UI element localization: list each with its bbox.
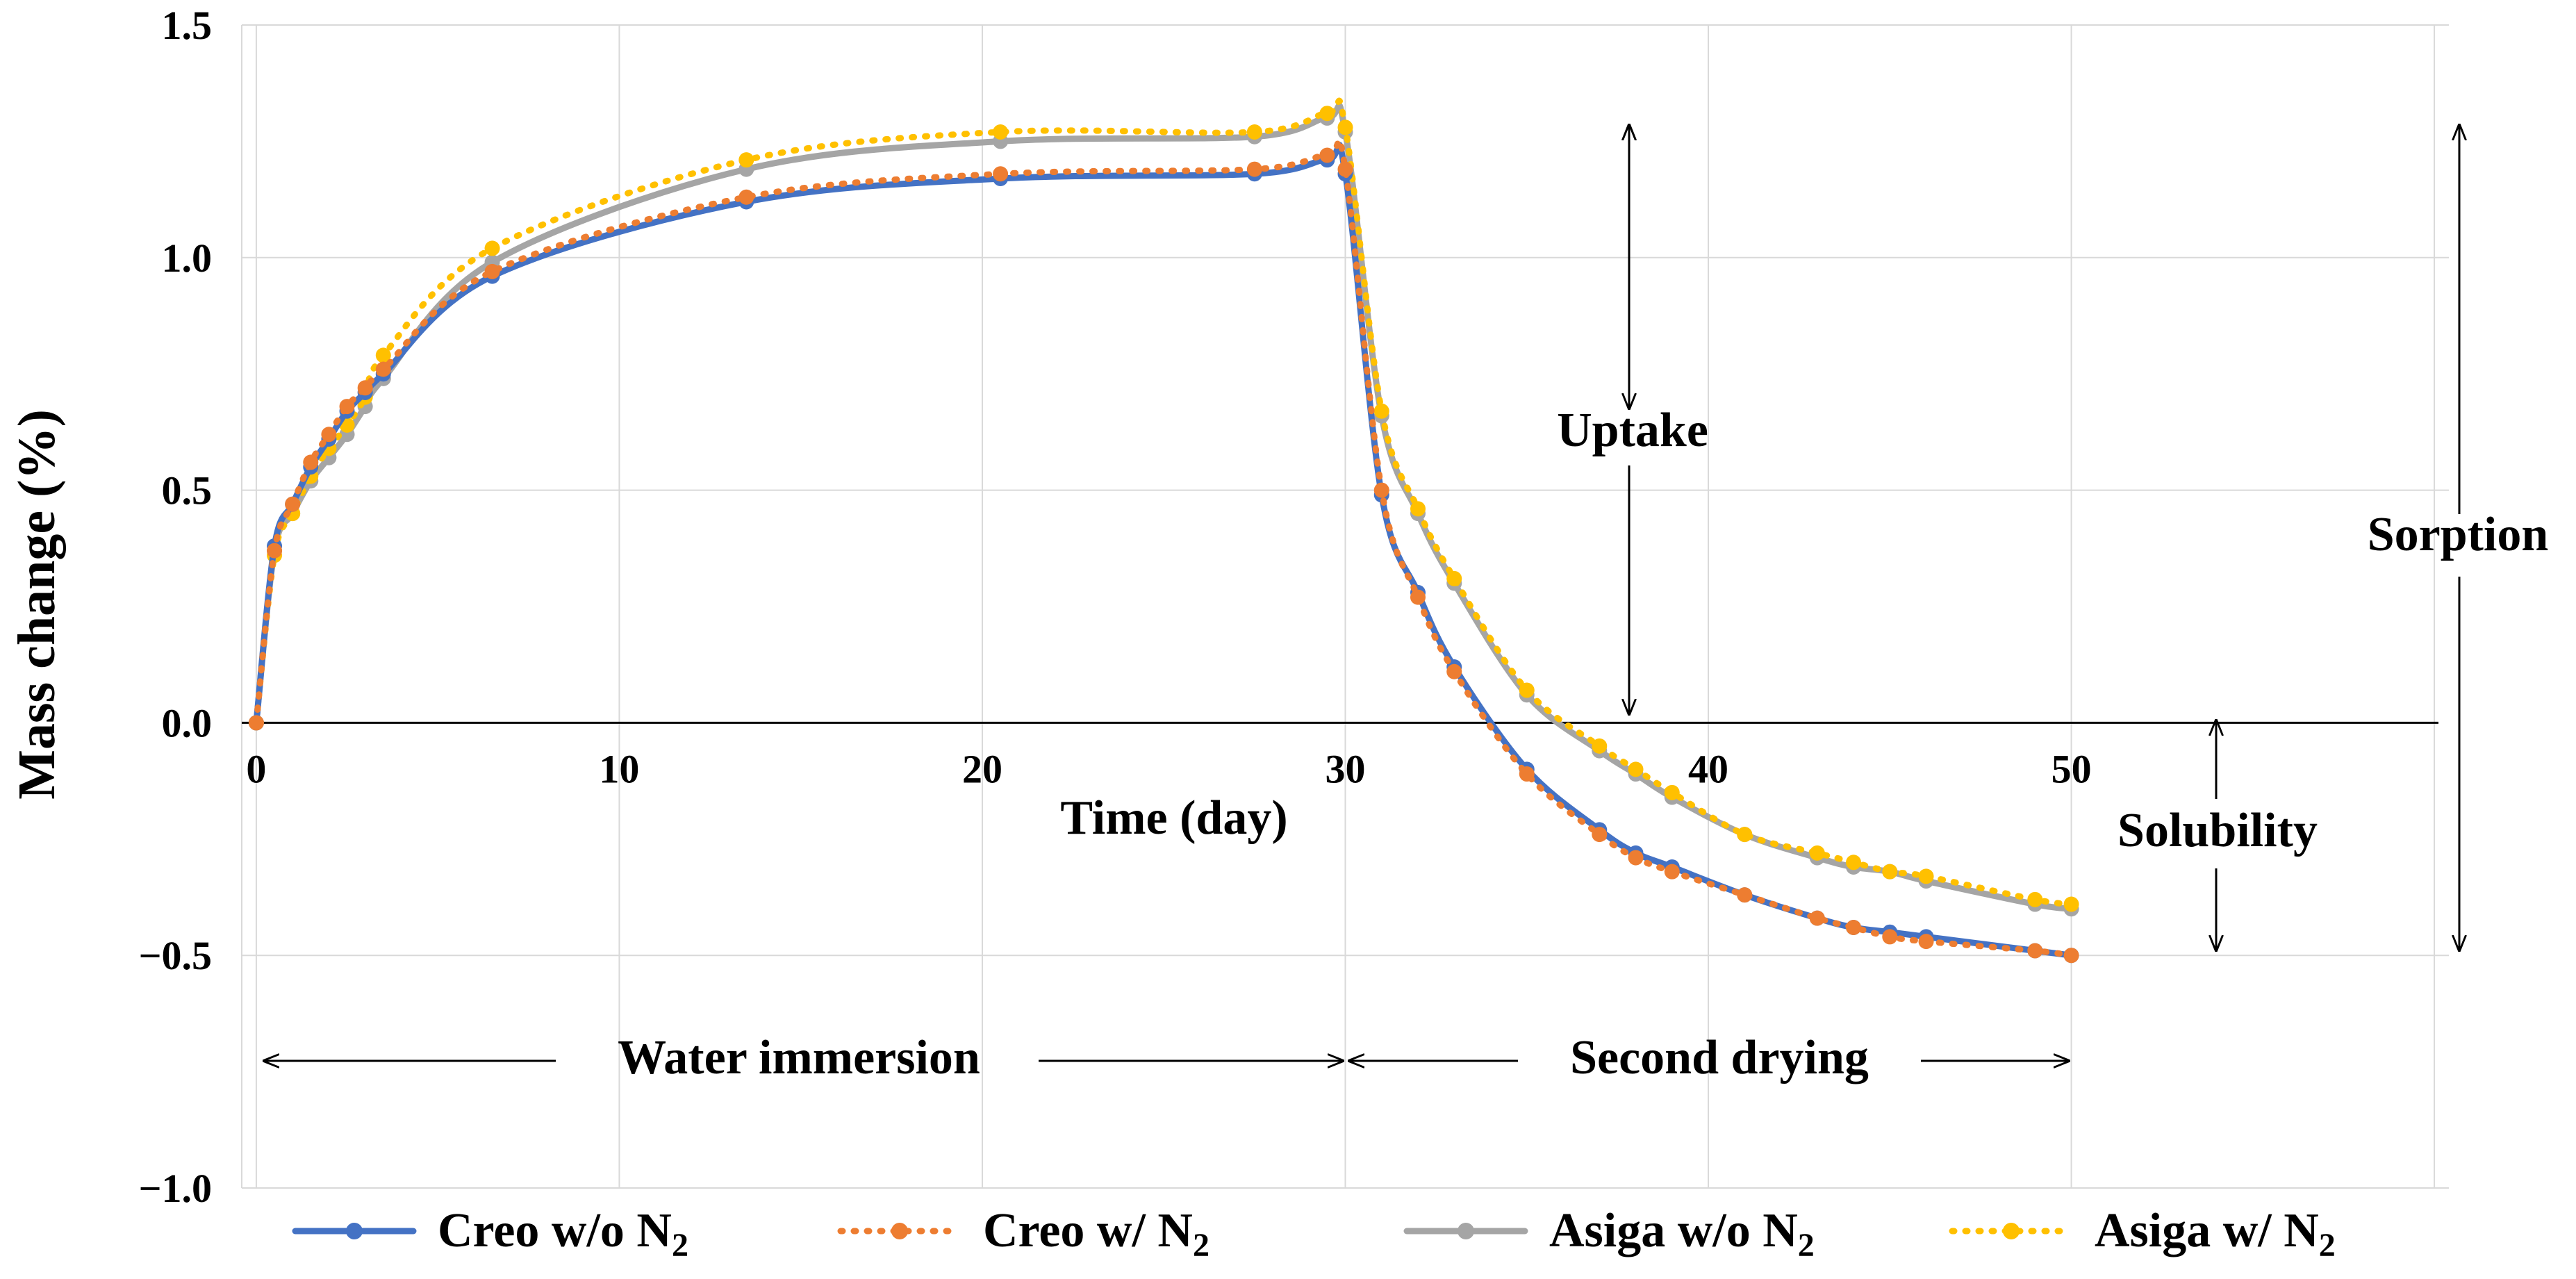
legend-label: Creo w/o N2 <box>438 1204 688 1264</box>
y-tick-label: −0.5 <box>138 933 212 978</box>
data-point <box>1519 682 1535 698</box>
data-point <box>1519 766 1535 782</box>
data-point <box>1809 910 1825 926</box>
data-point <box>1918 868 1934 884</box>
x-tick-label: 50 <box>2051 746 2092 791</box>
data-point <box>1446 570 1462 586</box>
x-tick-label: 0 <box>246 746 266 791</box>
data-point <box>1846 920 1862 936</box>
data-point <box>267 543 283 559</box>
data-point <box>1337 119 1353 135</box>
y-tick-label: 0.0 <box>162 700 213 745</box>
legend-subscript: 2 <box>2319 1227 2336 1264</box>
series-3 <box>248 97 2079 912</box>
data-point <box>1337 161 1353 177</box>
data-point <box>1737 827 1753 843</box>
data-point <box>1882 864 1898 880</box>
x-tick-label: 40 <box>1688 746 1728 791</box>
data-point <box>2027 943 2043 959</box>
data-point <box>1446 663 1462 679</box>
data-point <box>303 454 319 470</box>
data-point <box>993 124 1009 140</box>
data-point <box>1319 106 1335 122</box>
data-point <box>1373 482 1389 498</box>
data-point <box>1628 850 1644 866</box>
data-point <box>1737 887 1753 903</box>
data-point <box>738 152 754 168</box>
legend-label: Creo w/ N2 <box>983 1204 1209 1264</box>
data-point <box>2063 896 2079 912</box>
y-tick-label: 1.5 <box>162 3 213 48</box>
uptake-annotation: Uptake <box>1557 404 1708 457</box>
legend-entry-2: Asiga w/o N2 <box>1403 1204 1815 1264</box>
data-point <box>357 380 373 396</box>
legend-label: Asiga w/ N2 <box>2095 1204 2336 1264</box>
data-point <box>1246 161 1262 177</box>
data-point <box>248 715 264 731</box>
legend-swatch-marker <box>346 1223 363 1239</box>
data-point <box>321 427 337 443</box>
data-point <box>1664 864 1680 880</box>
x-tick-labels: 0 10 20 30 40 50 <box>246 746 2091 791</box>
legend-swatch-marker <box>891 1223 908 1239</box>
data-point <box>1809 845 1825 861</box>
annotation-arrows <box>263 124 2459 1061</box>
data-point <box>1373 403 1389 419</box>
water-immersion-annotation: Water immersion <box>618 1031 980 1084</box>
data-point <box>1592 738 1608 754</box>
data-point <box>1664 784 1680 800</box>
data-point <box>1592 827 1608 843</box>
data-point <box>1918 934 1934 950</box>
data-point <box>375 347 391 363</box>
solubility-annotation: Solubility <box>2117 804 2318 857</box>
legend-subscript: 2 <box>672 1227 688 1264</box>
data-point <box>1628 761 1644 777</box>
data-point <box>1319 147 1335 163</box>
grid-lines <box>241 24 2449 1189</box>
legend-subscript: 2 <box>1798 1227 1815 1264</box>
legend-swatch-marker <box>2003 1223 2020 1239</box>
data-point <box>1882 929 1898 945</box>
y-tick-label: −1.0 <box>138 1166 212 1211</box>
data-point <box>375 361 391 377</box>
legend-entry-1: Creo w/ N2 <box>837 1204 1209 1264</box>
data-point <box>993 166 1009 182</box>
x-axis-label: Time (day) <box>1060 791 1287 845</box>
y-tick-label: 0.5 <box>162 468 213 513</box>
series-line <box>253 97 2075 908</box>
data-point <box>339 399 355 415</box>
data-point <box>285 496 301 512</box>
sorption-annotation: Sorption <box>2368 508 2549 561</box>
data-point <box>738 189 754 205</box>
legend-subscript: 2 <box>1193 1227 1209 1264</box>
legend-swatch-marker <box>1458 1223 1474 1239</box>
data-point <box>1410 501 1426 517</box>
series-layer <box>248 97 2079 964</box>
x-tick-label: 20 <box>962 746 1002 791</box>
legend: Creo w/o N2 Creo w/ N2 Asiga w/o N2 Asiga w… <box>292 1204 2336 1264</box>
legend-entry-3: Asiga w/ N2 <box>1949 1204 2336 1264</box>
y-axis-label: Mass change (%) <box>8 409 66 800</box>
data-point <box>2027 891 2043 907</box>
legend-label: Asiga w/o N2 <box>1549 1204 1815 1264</box>
legend-entry-0: Creo w/o N2 <box>292 1204 688 1264</box>
x-tick-label: 30 <box>1326 746 1366 791</box>
data-point <box>484 240 500 256</box>
data-point <box>2063 948 2079 964</box>
series-1 <box>248 137 2079 964</box>
y-tick-labels: 1.5 1.0 0.5 0.0 −0.5 −1.0 <box>138 3 212 1211</box>
series-line <box>253 102 2075 912</box>
data-point <box>484 263 500 279</box>
data-point <box>1846 855 1862 870</box>
series-line <box>253 137 2075 959</box>
data-point <box>1246 124 1262 140</box>
y-tick-label: 1.0 <box>162 236 213 281</box>
x-tick-label: 10 <box>599 746 639 791</box>
second-drying-annotation: Second drying <box>1570 1031 1869 1084</box>
data-point <box>1410 589 1426 605</box>
